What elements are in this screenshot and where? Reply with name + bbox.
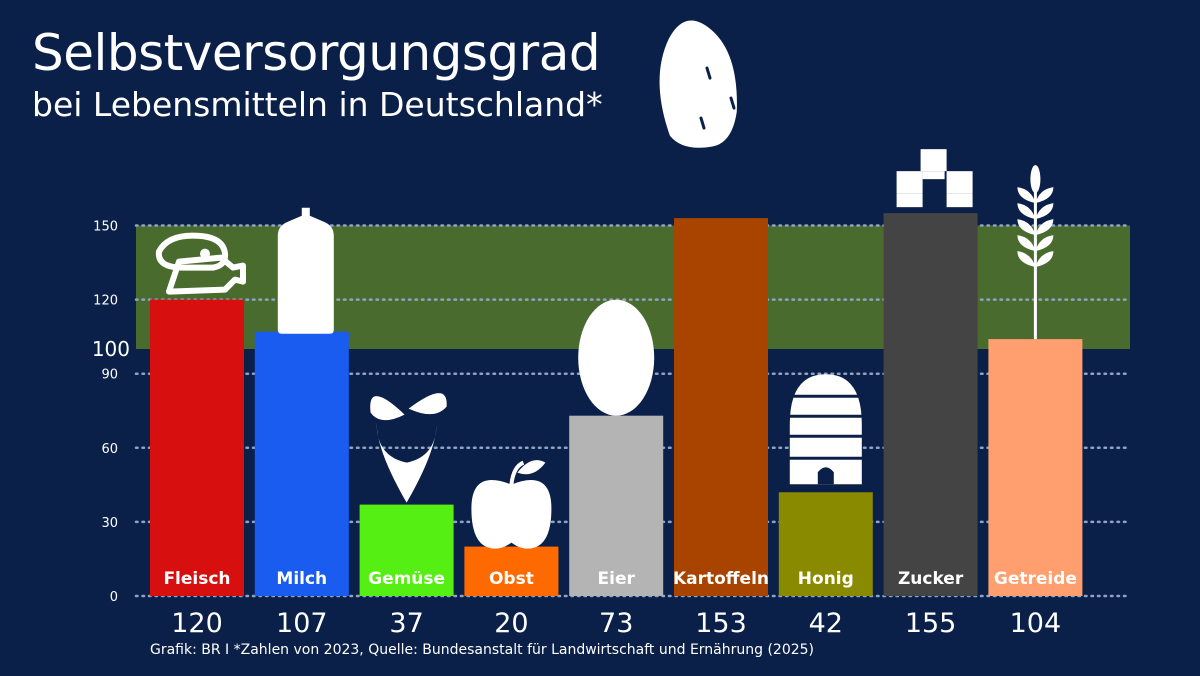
category-label-fleisch: Fleisch <box>163 569 230 589</box>
beet-icon-root <box>376 422 437 503</box>
bar-zucker <box>883 213 978 596</box>
category-label-gem-se: Gemüse <box>368 569 445 589</box>
y-tick-120: 120 <box>93 294 118 309</box>
bar-honig <box>778 492 873 596</box>
milk-bottle-icon <box>277 207 334 334</box>
meat-icon <box>155 232 246 295</box>
chart-title: Selbstversorgungsgrad <box>32 24 601 82</box>
sugar-cubes-icon <box>896 149 973 208</box>
apple-icon <box>471 460 552 549</box>
wheat-icon-grain <box>1017 187 1036 204</box>
value-label-getreide: 104 <box>1010 608 1062 639</box>
potato-icon <box>659 20 744 160</box>
source-note: Grafik: BR I *Zahlen von 2023, Quelle: B… <box>150 642 815 658</box>
wheat-icon-grain <box>1017 235 1036 252</box>
value-label-kartoffeln: 153 <box>695 608 747 639</box>
bar-kartoffeln <box>674 218 768 596</box>
y-tick-30: 30 <box>101 516 118 531</box>
sugar-cube <box>920 149 947 172</box>
beet-icon <box>370 393 447 503</box>
egg-icon <box>578 299 655 416</box>
potato-icon-eye <box>729 96 736 110</box>
value-label-obst: 20 <box>494 608 528 639</box>
apple-icon-leaf <box>517 460 546 475</box>
meat-icon-steak <box>155 232 229 271</box>
bar-eier <box>569 415 664 596</box>
wheat-icon-tip <box>1030 165 1041 194</box>
y-tick-reference: 100 <box>92 337 130 361</box>
potato-icon-shape <box>659 20 737 148</box>
meat-icon-sausage <box>166 254 246 295</box>
potato-icon-eye <box>737 136 744 150</box>
wheat-icon <box>1017 165 1054 340</box>
chart-subtitle: bei Lebensmitteln in Deutschland* <box>32 85 603 124</box>
beet-icon-leaf-right <box>408 393 447 415</box>
bar-milch <box>254 331 349 596</box>
milk-bottle-shape <box>277 207 334 334</box>
beehive-icon <box>787 374 864 485</box>
wheat-icon-grain <box>1035 187 1054 204</box>
sugar-cube <box>946 193 973 208</box>
beehive-icon-door <box>817 467 834 485</box>
value-label-gem-se: 37 <box>389 608 423 639</box>
category-label-zucker: Zucker <box>898 569 964 589</box>
y-tick-150: 150 <box>93 220 118 235</box>
beet-icon-leaf-left <box>370 396 405 421</box>
category-label-getreide: Getreide <box>994 569 1077 589</box>
value-label-fleisch: 120 <box>171 608 223 639</box>
sugar-cube <box>896 171 923 194</box>
value-label-eier: 73 <box>599 608 633 639</box>
y-tick-90: 90 <box>101 368 118 383</box>
wheat-icon-grain <box>1035 219 1054 236</box>
apple-icon-body <box>471 480 552 549</box>
apple-icon-stem <box>509 460 525 485</box>
value-label-milch: 107 <box>276 608 328 639</box>
sugar-cube <box>922 171 945 180</box>
category-label-obst: Obst <box>489 569 534 589</box>
category-label-eier: Eier <box>598 569 636 589</box>
wheat-icon-grain <box>1017 219 1036 236</box>
wheat-icon-grain <box>1017 203 1036 220</box>
egg-icon-shape <box>578 299 655 416</box>
category-label-milch: Milch <box>276 569 327 589</box>
bar-fleisch <box>150 299 244 596</box>
sugar-cube <box>946 171 973 194</box>
wheat-icon-grain <box>1017 251 1036 268</box>
wheat-icon-grain <box>1035 235 1054 252</box>
category-label-kartoffeln: Kartoffeln <box>673 569 769 589</box>
y-tick-0: 0 <box>110 590 118 605</box>
sugar-cube <box>896 193 923 208</box>
value-label-zucker: 155 <box>905 608 957 639</box>
wheat-icon-grain <box>1035 251 1054 268</box>
wheat-icon-grain <box>1035 203 1054 220</box>
bar-obst <box>464 546 559 596</box>
bar-getreide <box>988 339 1083 596</box>
y-tick-60: 60 <box>101 442 118 457</box>
potato-icon-eye <box>705 66 712 80</box>
bar-gem-se <box>359 504 454 596</box>
category-label-honig: Honig <box>798 569 854 589</box>
potato-icon-eye <box>713 146 720 160</box>
value-label-honig: 42 <box>809 608 843 639</box>
potato-icon-eye <box>699 116 706 130</box>
